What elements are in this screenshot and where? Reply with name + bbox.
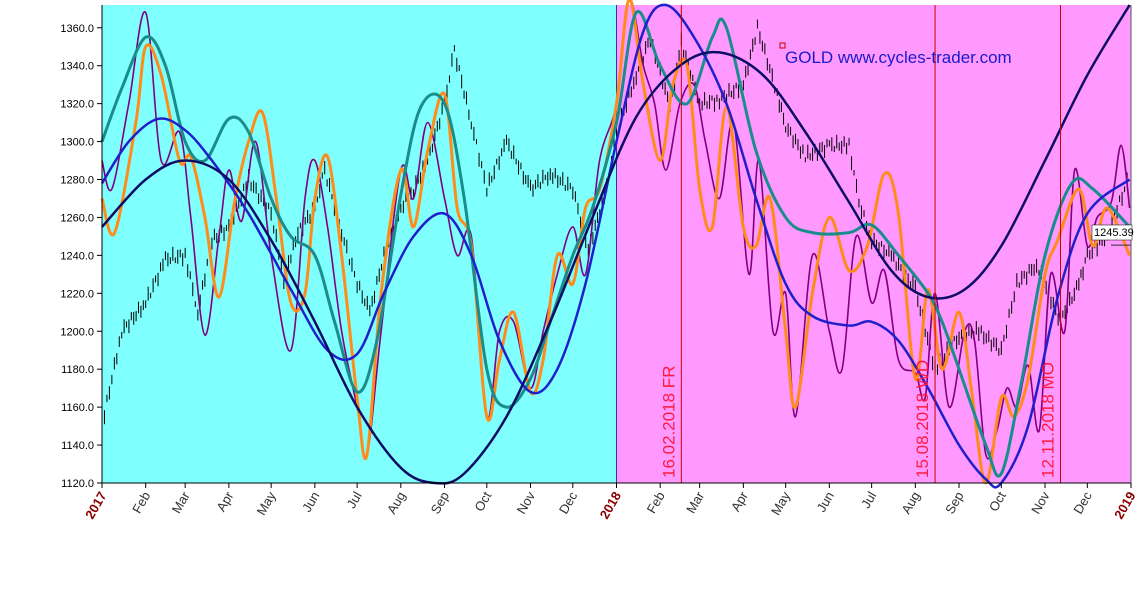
x-month-label: Sep: [942, 489, 967, 517]
x-month-label: Jul: [858, 489, 879, 511]
series-layer: [100, 0, 1131, 489]
x-month-label: Dec: [556, 489, 581, 517]
x-month-label: Jun: [299, 489, 322, 515]
y-tick-label: 1340.0: [60, 61, 94, 73]
y-tick-label: 1140.0: [61, 440, 94, 452]
y-tick-label: 1160.0: [61, 402, 94, 414]
price-label: 1245.39: [1094, 227, 1134, 239]
chart-title: GOLD www.cycles-trader.com: [785, 48, 1012, 67]
y-tick-label: 1320.0: [60, 99, 94, 111]
price-readout: 1245.39: [1091, 224, 1134, 241]
title-marker: [779, 42, 786, 49]
y-tick-label: 1220.0: [60, 288, 94, 300]
x-year-label: 2017: [82, 489, 109, 522]
y-tick-label: 1300.0: [60, 137, 94, 149]
background-regions: [102, 5, 1131, 483]
y-tick-label: 1280.0: [60, 175, 94, 187]
x-month-label: Mar: [683, 488, 708, 515]
x-month-label: Nov: [1028, 489, 1053, 517]
x-month-label: Dec: [1070, 489, 1095, 517]
x-month-label: Mar: [169, 488, 194, 515]
x-month-label: Apr: [728, 488, 751, 514]
x-year-label: 2018: [597, 489, 624, 522]
x-month-label: Aug: [898, 489, 923, 517]
series-line-3: [100, 9, 1131, 478]
event-marker-label: 16.02.2018 FR: [659, 366, 678, 478]
x-month-label: Aug: [384, 489, 409, 517]
event-marker-label: 12.11.2018 MO: [1039, 362, 1058, 478]
y-tick-label: 1240.0: [60, 250, 94, 262]
x-month-label: Nov: [514, 489, 539, 517]
x-month-label: Sep: [428, 489, 453, 517]
y-tick-label: 1200.0: [60, 326, 94, 338]
x-month-label: Jul: [343, 489, 364, 511]
series-line-4: [100, 3, 1131, 489]
series-line-1: [101, 0, 1131, 460]
x-month-label: Oct: [471, 489, 494, 514]
event-marker-label: 15.08.2018 WD: [913, 360, 932, 478]
x-month-label: Oct: [986, 489, 1009, 514]
y-tick-label: 1260.0: [60, 212, 94, 224]
x-year-label: 2019: [1111, 489, 1138, 522]
x-month-label: Feb: [129, 489, 153, 516]
x-month-label: Apr: [213, 488, 236, 514]
x-month-label: May: [253, 489, 279, 518]
x-month-label: Jun: [813, 489, 836, 515]
series-line-5: [101, 4, 1131, 485]
y-tick-label: 1180.0: [61, 364, 94, 376]
y-tick-label: 1120.0: [61, 478, 94, 490]
x-month-label: Feb: [644, 489, 668, 516]
x-month-label: May: [768, 489, 794, 518]
vertical-markers: 16.02.2018 FR 15.08.2018 WD 12.11.2018 MO: [659, 5, 1131, 483]
y-tick-label: 1360.0: [60, 23, 94, 35]
